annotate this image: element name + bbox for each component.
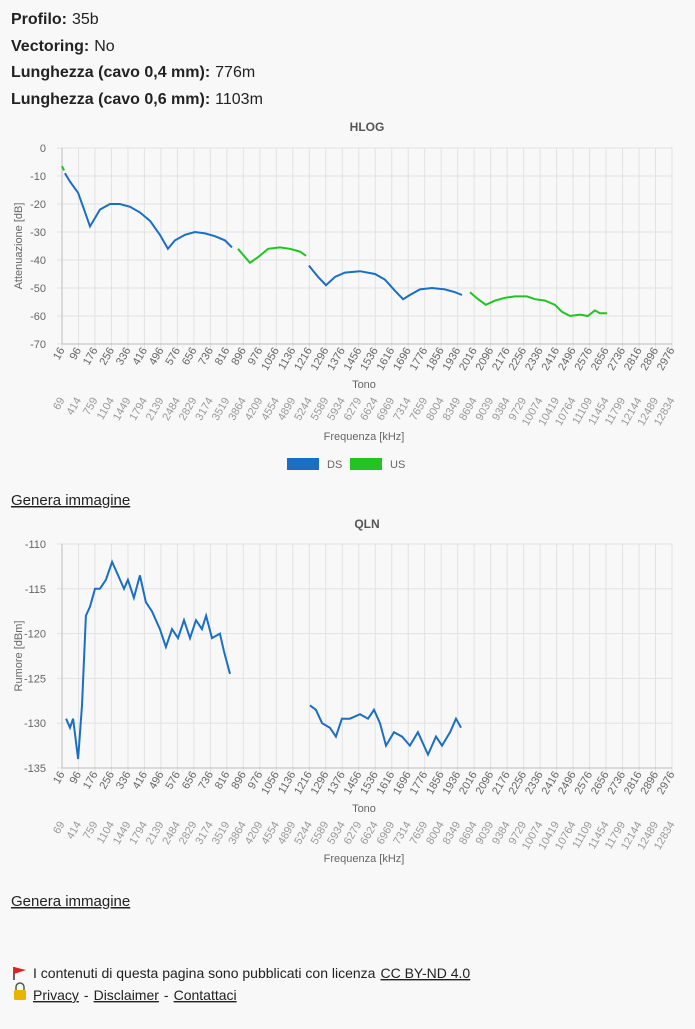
x-tick-label: 96 — [68, 770, 85, 787]
info-label: Vectoring: — [11, 38, 89, 55]
y-tick-label: -60 — [30, 311, 46, 323]
footer-link[interactable]: Disclaimer — [94, 987, 160, 1003]
chart-title: HLOG — [350, 120, 385, 134]
info-label: Lunghezza (cavo 0,4 mm): — [11, 64, 210, 81]
x-tick-label: 176 — [81, 770, 101, 792]
x-tick-label: 896 — [229, 346, 249, 368]
x-tick-label: 256 — [97, 346, 117, 368]
x-tick-label: 736 — [196, 346, 216, 368]
y-tick-label: -20 — [30, 199, 46, 211]
info-line: Lunghezza (cavo 0,4 mm): 776m — [11, 64, 255, 81]
x2-tick-label: 414 — [65, 396, 85, 418]
x-tick-label: 736 — [196, 770, 216, 792]
info-line: Vectoring: No — [11, 38, 115, 55]
x-tick-label: 496 — [147, 346, 167, 368]
x-tick-label: 816 — [213, 770, 233, 792]
license-line: I contenuti di questa pagina sono pubbli… — [33, 965, 470, 981]
y-tick-label: -120 — [24, 629, 46, 641]
y-tick-label: -135 — [24, 763, 46, 775]
footer-links: Privacy - Disclaimer - Contattaci — [33, 987, 237, 1003]
info-value: 35b — [72, 11, 99, 28]
flag-icon — [13, 967, 26, 980]
x-tick-label: 336 — [114, 346, 134, 368]
x2-tick-label: 69 — [51, 820, 68, 837]
x2-tick-label: 414 — [65, 820, 85, 842]
footer-link[interactable]: Contattaci — [174, 987, 237, 1003]
license-text: I contenuti di questa pagina sono pubbli… — [33, 965, 376, 981]
footer-link[interactable]: Privacy — [33, 987, 79, 1003]
info-label: Lunghezza (cavo 0,6 mm): — [11, 91, 210, 108]
x-tick-label: 2976 — [655, 770, 678, 797]
data-line — [65, 559, 462, 760]
x-tick-label: 496 — [147, 770, 167, 792]
generate-image-link[interactable]: Genera immagine — [11, 492, 130, 509]
y-tick-label: -110 — [25, 539, 46, 551]
x-tick-label: 336 — [114, 770, 134, 792]
y-tick-label: -50 — [30, 283, 46, 295]
y-tick-label: -130 — [24, 718, 46, 730]
x-axis-title: Tono — [352, 803, 376, 815]
y-tick-label: 0 — [40, 143, 46, 155]
x2-axis-title: Frequenza [kHz] — [324, 853, 405, 865]
legend-swatch — [287, 458, 319, 470]
x-tick-label: 416 — [130, 346, 150, 368]
x2-axis-title: Frequenza [kHz] — [324, 431, 405, 443]
chart-title: QLN — [354, 517, 379, 531]
x-tick-label: 576 — [163, 770, 183, 792]
x-tick-label: 96 — [68, 346, 85, 363]
y-axis-title: Rumore [dBm] — [13, 621, 25, 692]
x-tick-label: 16 — [51, 346, 68, 363]
lock-icon — [14, 982, 26, 1000]
y-axis-title: Attenuazione [dB] — [13, 203, 25, 290]
x-tick-label: 576 — [163, 346, 183, 368]
x-tick-label: 1056 — [259, 770, 282, 797]
x-tick-label: 256 — [97, 770, 117, 792]
y-tick-label: -115 — [25, 584, 46, 596]
legend-swatch — [350, 458, 382, 470]
x-tick-label: 656 — [180, 770, 200, 792]
x-tick-label: 656 — [180, 346, 200, 368]
y-tick-label: -70 — [30, 339, 46, 351]
y-tick-label: -10 — [30, 171, 46, 183]
data-line — [61, 165, 607, 318]
separator: - — [164, 987, 169, 1003]
info-label: Profilo: — [11, 11, 67, 28]
x-tick-label: 16 — [51, 770, 68, 787]
y-tick-label: -125 — [24, 673, 46, 685]
info-line: Profilo: 35b — [11, 11, 99, 28]
license-link[interactable]: CC BY-ND 4.0 — [380, 965, 470, 981]
data-line — [64, 172, 463, 301]
info-line: Lunghezza (cavo 0,6 mm): 1103m — [11, 91, 263, 108]
generate-image-link[interactable]: Genera immagine — [11, 893, 130, 910]
x2-tick-label: 69 — [51, 396, 68, 413]
info-value: 1103m — [215, 91, 263, 108]
x-tick-label: 896 — [229, 770, 249, 792]
x-tick-label: 816 — [213, 346, 233, 368]
x-tick-label: 1056 — [259, 346, 282, 373]
x-axis-title: Tono — [352, 379, 376, 391]
x-tick-label: 2976 — [655, 346, 678, 373]
separator: - — [84, 987, 89, 1003]
y-tick-label: -30 — [30, 227, 46, 239]
info-value: 776m — [215, 64, 255, 81]
x-tick-label: 176 — [81, 346, 101, 368]
info-value: No — [94, 38, 115, 55]
legend-label: DS — [327, 459, 342, 471]
x-tick-label: 416 — [130, 770, 150, 792]
y-tick-label: -40 — [30, 255, 46, 267]
legend-label: US — [390, 459, 405, 471]
